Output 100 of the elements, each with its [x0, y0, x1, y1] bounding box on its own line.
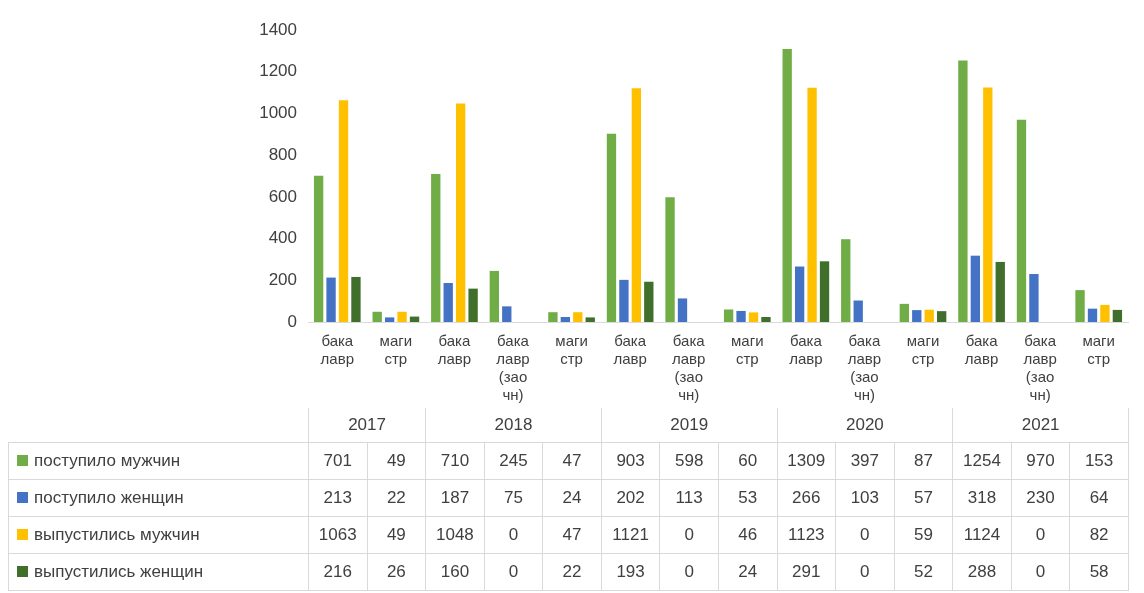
- bar: [841, 239, 851, 322]
- data-label: 26: [367, 553, 426, 591]
- data-label: 49: [367, 442, 426, 480]
- data-label: 60: [718, 442, 777, 480]
- bar: [983, 87, 993, 322]
- data-label: 397: [835, 442, 895, 480]
- bar: [372, 311, 382, 322]
- bar: [853, 300, 863, 322]
- data-label: 160: [425, 553, 485, 591]
- data-label: 318: [952, 479, 1012, 517]
- bar: [736, 310, 746, 322]
- bar: [1029, 274, 1039, 322]
- x-tick-label: магистр: [1082, 332, 1115, 368]
- bar: [1075, 290, 1085, 322]
- data-label: 46: [718, 516, 777, 554]
- data-label: 701: [308, 442, 368, 480]
- data-label: 202: [601, 479, 660, 517]
- bar: [807, 87, 817, 322]
- legend-label: поступило женщин: [34, 488, 184, 507]
- data-label: 0: [659, 553, 719, 591]
- bar: [924, 309, 934, 322]
- legend-label: выпустились женщин: [34, 562, 204, 581]
- bar: [794, 266, 805, 322]
- bar: [468, 288, 478, 322]
- data-label: 22: [542, 553, 602, 591]
- data-label: 1254: [952, 442, 1012, 480]
- data-label: 598: [659, 442, 719, 480]
- data-label: 710: [425, 442, 485, 480]
- data-label: 0: [1011, 516, 1070, 554]
- bar: [819, 261, 830, 322]
- y-tick-label: 1000: [259, 103, 297, 123]
- x-tick-label: магистр: [379, 332, 413, 368]
- bar: [937, 311, 947, 322]
- bar: [958, 60, 968, 322]
- bar: [502, 306, 512, 322]
- bar: [455, 103, 466, 322]
- data-label: 1124: [952, 516, 1012, 554]
- x-tick-label: бакалавр (заочн): [1023, 332, 1057, 404]
- bar: [313, 175, 324, 322]
- data-label: 0: [659, 516, 719, 554]
- bar: [431, 173, 441, 322]
- data-label: 193: [601, 553, 660, 591]
- data-label: 24: [718, 553, 777, 591]
- x-tick-label: бакалавр (заочн): [496, 332, 530, 404]
- y-tick-label: 1200: [259, 61, 297, 81]
- bar: [665, 197, 675, 322]
- x-tick-label: бакалавр: [789, 332, 823, 368]
- data-label: 58: [1069, 553, 1129, 591]
- data-label: 82: [1069, 516, 1129, 554]
- bar: [351, 276, 361, 322]
- bar: [912, 310, 922, 322]
- data-label: 52: [894, 553, 953, 591]
- y-tick-label: 600: [268, 186, 297, 206]
- bar: [677, 298, 688, 322]
- data-label: 49: [367, 516, 426, 554]
- data-label: 153: [1069, 442, 1129, 480]
- x-tick-label: бакалавр (заочн): [672, 332, 706, 404]
- data-label: 1123: [777, 516, 836, 554]
- bar: [397, 311, 407, 322]
- bar: [489, 270, 499, 322]
- data-label: 0: [484, 553, 543, 591]
- y-tick-label: 400: [268, 228, 297, 248]
- data-label: 75: [484, 479, 543, 517]
- x-tick-label: бакалавр (заочн): [847, 332, 882, 404]
- bar: [338, 100, 349, 322]
- data-label: 0: [835, 516, 895, 554]
- legend-label: выпустились мужчин: [34, 525, 200, 544]
- data-label: 53: [718, 479, 777, 517]
- data-label: 0: [1011, 553, 1070, 591]
- legend-label: поступило мужчин: [34, 451, 181, 470]
- text: 2019: [670, 415, 709, 434]
- data-label: 64: [1069, 479, 1129, 517]
- bar: [1016, 119, 1027, 322]
- bar: [723, 309, 734, 322]
- data-label: 0: [835, 553, 895, 591]
- data-label: 113: [659, 479, 719, 517]
- data-label: 1063: [308, 516, 368, 554]
- data-label: 0: [484, 516, 543, 554]
- data-label: 266: [777, 479, 836, 517]
- text: 2017: [348, 415, 386, 434]
- data-label: 230: [1011, 479, 1070, 517]
- bar: [326, 277, 336, 322]
- data-label: 213: [308, 479, 368, 517]
- data-label: 187: [425, 479, 485, 517]
- bar: [644, 281, 654, 322]
- data-label: 1048: [425, 516, 485, 554]
- y-tick-label: 200: [268, 269, 297, 289]
- bar: [748, 312, 759, 322]
- bar: [548, 312, 558, 322]
- y-tick-label: 800: [268, 144, 297, 164]
- y-tick-label: 1400: [259, 19, 297, 39]
- x-tick-label: бакалавр: [320, 332, 354, 368]
- bar: [1100, 304, 1110, 322]
- bar: [899, 303, 909, 322]
- data-label: 47: [542, 516, 602, 554]
- data-label: 970: [1011, 442, 1070, 480]
- data-label: 87: [894, 442, 953, 480]
- bar: [384, 317, 395, 322]
- data-label: 903: [601, 442, 660, 480]
- text: 2018: [494, 415, 533, 434]
